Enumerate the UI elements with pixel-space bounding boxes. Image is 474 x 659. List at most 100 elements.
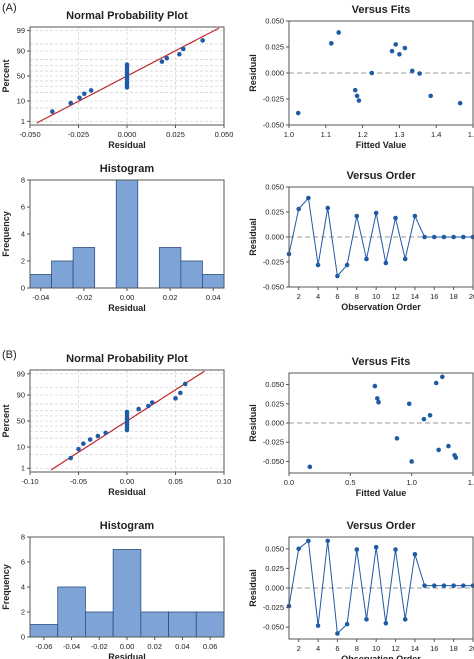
x-tick-label: -0.02 [91,642,108,651]
data-point [422,234,427,240]
data-point [315,623,321,628]
chart-b-normal: Normal Probability Plot -0.10 -0.05 0.00 0.0… [1,353,231,497]
x-tick-label: 1.2 [357,130,367,139]
chart-title: Histogram [100,163,155,175]
y-tick-label: 0.050 [265,183,284,192]
y-axis-label: Percent [1,59,11,92]
data-point [436,447,441,453]
x-tick-label: 0.00 [120,477,135,486]
data-point [178,390,183,396]
chart-a-normal: Normal Probability Plot -0.050 -0.025 0.000… [1,10,233,150]
x-tick-label: 0.02 [163,293,178,302]
chart-title: Versus Order [346,170,416,182]
data-point [427,413,433,418]
x-tick-label: 20 [469,644,474,653]
histogram-bar [195,611,225,638]
y-tick-label: 0.000 [265,584,284,593]
histogram-bar [85,611,114,638]
y-tick-label: 1 [21,117,25,126]
data-point [412,213,418,219]
data-point [164,55,170,61]
y-axis-label: Residual [248,54,258,92]
x-tick-label: 12 [391,644,399,653]
x-tick-label: 0.05 [168,477,183,486]
data-point [461,583,466,588]
y-tick-label: -0.025 [263,95,284,104]
data-point [325,538,331,544]
x-tick-label: 1.5 [468,130,474,139]
data-point [159,59,165,64]
y-axis-label: Residual [248,404,258,442]
data-point [402,256,408,262]
y-tick-label: 0.000 [265,233,284,242]
data-point [335,273,340,279]
histogram-bar [29,274,52,289]
y-tick-label: 50 [17,417,25,426]
x-tick-label: 0.050 [215,130,234,139]
data-point [81,441,86,446]
x-tick-label: 0.04 [206,293,221,302]
histogram-bar [158,247,182,289]
data-point [335,631,340,636]
x-axis-label: Fitted Value [356,488,407,498]
x-tick-label: 0.025 [166,130,185,139]
x-axis-label: Fitted Value [356,140,407,150]
data-point [375,396,380,401]
chart-title: Normal Probability Plot [66,353,188,365]
data-point [431,234,437,240]
data-point [402,617,408,622]
data-point [336,30,341,35]
y-axis-label: Frequency [1,211,11,257]
y-tick-label: 2 [21,608,25,617]
y-tick-label: 2 [21,257,25,266]
x-tick-label: -0.04 [63,642,80,651]
x-tick-label: 0.0 [284,478,294,487]
x-tick-label: 18 [449,292,457,301]
x-tick-label: -0.050 [19,130,40,139]
y-axis-label: Residual [248,218,258,256]
data-point [306,538,311,544]
x-tick-label: -0.10 [21,477,38,486]
x-tick-label: 0.06 [203,642,218,651]
x-tick-label: 16 [430,292,438,301]
x-tick-label: 0.10 [217,477,232,486]
data-point [68,100,74,106]
section-label-b: (B) [2,349,17,361]
x-axis-label: Observation Order [341,654,421,659]
y-tick-label: -0.050 [263,457,284,466]
chart-a-fits: Versus Fits 1.0 1.1 1.2 1.3 1.4 1.5 -0.050 -0.02… [248,4,474,150]
data-point [356,98,362,103]
x-tick-label: 0.00 [120,293,135,302]
data-point [76,446,81,452]
y-tick-label: 10 [17,443,25,452]
y-tick-label: 90 [17,390,25,399]
histogram-bar [72,247,96,289]
data-point [315,262,321,268]
data-point [393,547,398,552]
data-point [180,46,186,52]
histogram-bar [51,260,74,289]
y-tick-label: -0.050 [263,121,284,130]
x-tick-label: 12 [391,292,399,301]
y-axis-label: Percent [1,404,11,437]
x-tick-label: -0.06 [35,642,52,651]
x-tick-label: 2 [297,292,301,301]
histogram-bar [57,586,86,638]
data-point [103,430,108,436]
data-point [295,110,301,116]
y-tick-label: 4 [21,230,25,239]
x-tick-label: 1.5 [468,478,474,487]
data-point [412,551,418,557]
y-tick-label: 0.025 [265,399,284,408]
chart-a-order: Versus Order 2 4 6 8 10 12 14 16 18 20 -0.050 -0.025… [248,170,474,312]
y-axis-label: Residual [248,569,258,607]
x-axis-label: Residual [108,140,146,150]
data-point [87,437,93,442]
y-tick-label: -0.025 [263,258,284,267]
y-tick-label: 8 [21,533,25,542]
x-tick-label: -0.05 [70,477,87,486]
x-tick-label: 0.04 [175,642,190,651]
histogram-bar [140,611,169,638]
histogram-bar [112,549,142,638]
data-point [383,621,389,626]
